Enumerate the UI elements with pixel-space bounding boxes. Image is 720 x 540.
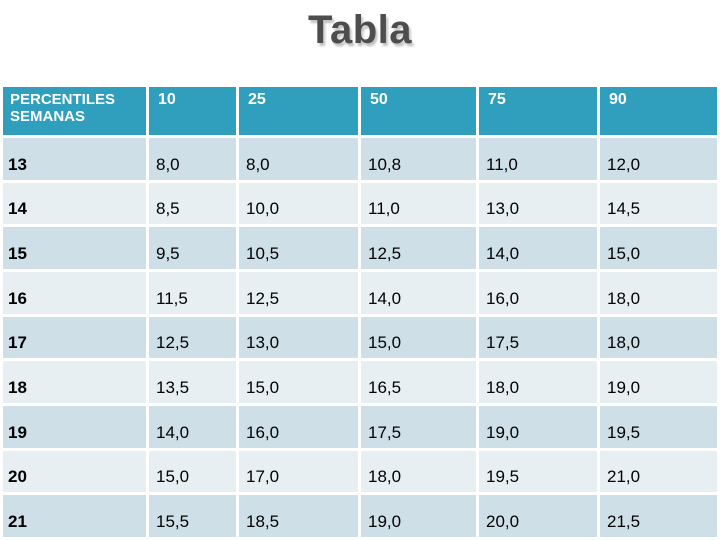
table-cell: 17,5 xyxy=(361,405,476,448)
table-cell: 17,0 xyxy=(239,450,358,493)
table-cell: 14,0 xyxy=(149,405,236,448)
table-row-week-19: 19 14,0 16,0 17,5 19,0 19,5 xyxy=(3,405,717,448)
table-row-week-15: 15 9,5 10,5 12,5 14,0 15,0 xyxy=(3,227,717,269)
table-cell: 19,0 xyxy=(479,405,597,448)
row-label: 18 xyxy=(3,361,146,403)
table-row-week-21: 21 15,5 18,5 19,0 20,0 21,5 xyxy=(3,495,717,537)
header-label-line1: PERCENTILES xyxy=(10,91,116,108)
table-row-week-13: 13 8,0 8,0 10,8 11,0 12,0 xyxy=(3,138,717,180)
row-label: 21 xyxy=(3,495,146,537)
column-header-p90: 90 xyxy=(600,87,717,135)
table-cell: 13,0 xyxy=(239,316,358,359)
table-cell: 14,0 xyxy=(479,227,597,269)
page-title: Tabla xyxy=(307,8,412,52)
header-label-line2: SEMANAS xyxy=(10,108,86,126)
table-cell: 16,5 xyxy=(361,361,476,403)
row-label: 14 xyxy=(3,182,146,225)
table-cell: 14,0 xyxy=(361,271,476,314)
table-row-week-14: 14 8,5 10,0 11,0 13,0 14,5 xyxy=(3,182,717,225)
table-cell: 10,8 xyxy=(361,138,476,180)
table-cell: 18,0 xyxy=(479,361,597,403)
table-cell: 15,0 xyxy=(239,361,358,403)
table-cell: 13,0 xyxy=(479,182,597,225)
table-cell: 20,0 xyxy=(479,495,597,537)
table-cell: 15,0 xyxy=(149,450,236,493)
table-cell: 16,0 xyxy=(239,405,358,448)
table-cell: 15,5 xyxy=(149,495,236,537)
table-cell: 10,5 xyxy=(239,227,358,269)
table-row-week-17: 17 12,5 13,0 15,0 17,5 18,0 xyxy=(3,316,717,359)
table-cell: 11,5 xyxy=(149,271,236,314)
table-cell: 13,5 xyxy=(149,361,236,403)
table-cell: 18,0 xyxy=(361,450,476,493)
table-cell: 18,5 xyxy=(239,495,358,537)
column-header-p75: 75 xyxy=(479,87,597,135)
row-label: 16 xyxy=(3,271,146,314)
column-header-p25: 25 xyxy=(239,87,358,135)
table-cell: 8,5 xyxy=(149,182,236,225)
table-cell: 8,0 xyxy=(239,138,358,180)
table-row-week-20: 20 15,0 17,0 18,0 19,5 21,0 xyxy=(3,450,717,493)
table-cell: 12,5 xyxy=(149,316,236,359)
table-cell: 9,5 xyxy=(149,227,236,269)
row-label: 17 xyxy=(3,316,146,359)
row-label: 19 xyxy=(3,405,146,448)
row-label: 15 xyxy=(3,227,146,269)
table-cell: 19,0 xyxy=(600,361,717,403)
table-cell: 10,0 xyxy=(239,182,358,225)
row-label: 13 xyxy=(3,138,146,180)
table-cell: 19,0 xyxy=(361,495,476,537)
percentiles-table: PERCENTILES SEMANAS 10 25 50 75 90 13 8,… xyxy=(0,84,720,540)
column-header-p10: 10 xyxy=(149,87,236,135)
table-cell: 19,5 xyxy=(479,450,597,493)
table-cell: 12,0 xyxy=(600,138,717,180)
column-header-p50: 50 xyxy=(361,87,476,135)
table-cell: 12,5 xyxy=(239,271,358,314)
table-cell: 8,0 xyxy=(149,138,236,180)
table-cell: 15,0 xyxy=(600,227,717,269)
table-cell: 17,5 xyxy=(479,316,597,359)
table-cell: 11,0 xyxy=(361,182,476,225)
table-cell: 21,0 xyxy=(600,450,717,493)
table-cell: 19,5 xyxy=(600,405,717,448)
header-cell-percentiles-semanas: PERCENTILES SEMANAS xyxy=(3,87,146,135)
table-cell: 16,0 xyxy=(479,271,597,314)
table-header-row: PERCENTILES SEMANAS 10 25 50 75 90 xyxy=(3,87,717,135)
table-cell: 18,0 xyxy=(600,316,717,359)
table-cell: 11,0 xyxy=(479,138,597,180)
table-row-week-16: 16 11,5 12,5 14,0 16,0 18,0 xyxy=(3,271,717,314)
table-row-week-18: 18 13,5 15,0 16,5 18,0 19,0 xyxy=(3,361,717,403)
table-cell: 12,5 xyxy=(361,227,476,269)
table-cell: 18,0 xyxy=(600,271,717,314)
table-cell: 14,5 xyxy=(600,182,717,225)
table-cell: 15,0 xyxy=(361,316,476,359)
table-cell: 21,5 xyxy=(600,495,717,537)
row-label: 20 xyxy=(3,450,146,493)
